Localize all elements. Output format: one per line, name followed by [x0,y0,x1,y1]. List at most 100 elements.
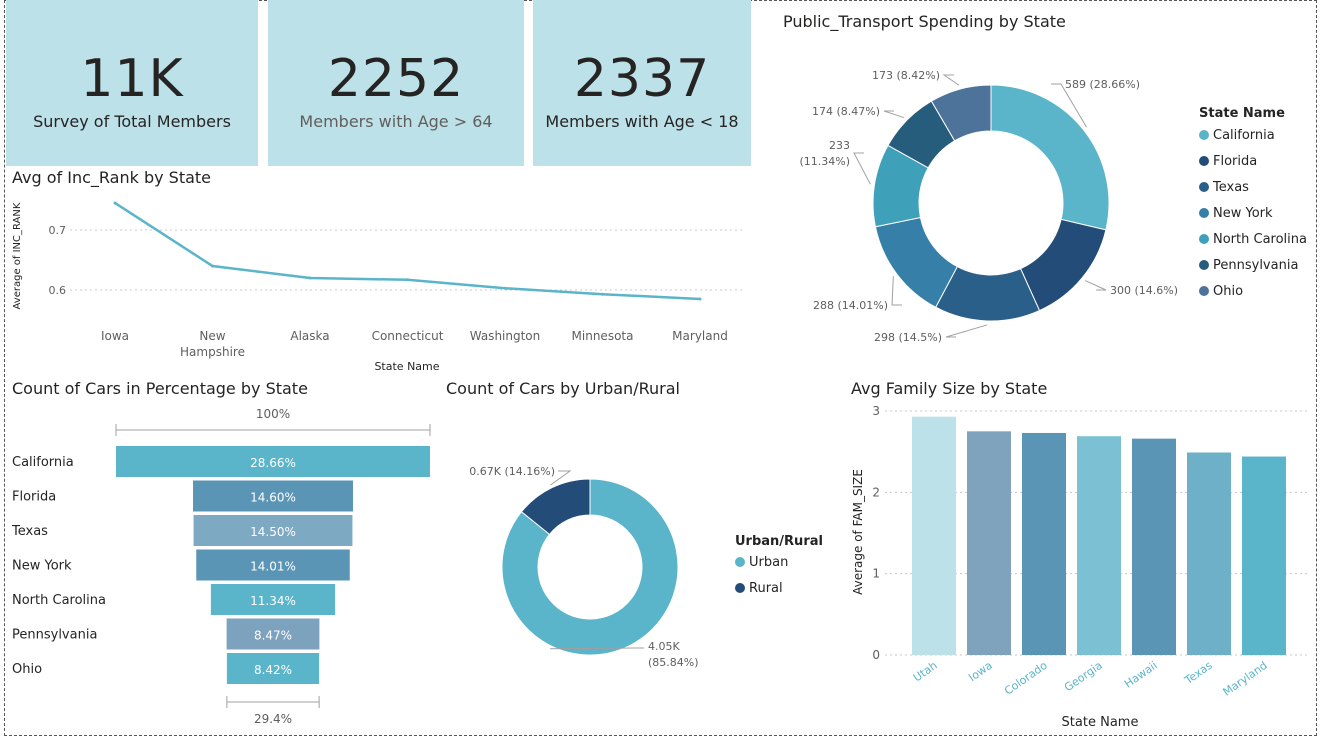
funnel-bar [226,653,320,684]
funnel-category-label: California [12,455,74,470]
inc-rank-line-chart[interactable]: 0.6 0.7 Iowa New Hampshire Alaska Connecticut W… [0,190,760,380]
legend-item[interactable]: New York [1199,206,1273,221]
funnel-bar [193,480,353,512]
funnel-category-label: New York [12,559,72,574]
funnel-category-label: Texas [11,524,48,539]
family-size-bar-chart[interactable]: 0 1 2 3 Utah Iowa Colorado Georgia Hawaii Texas Ma… [840,400,1315,735]
legend-label: Ohio [1213,284,1244,299]
bar [912,416,956,655]
legend-item[interactable]: California [1199,128,1275,143]
x-tick-label: Hawaii [1122,659,1160,691]
x-tick-label: Texas [1182,659,1215,688]
data-point [698,297,702,301]
leader-line [891,276,902,306]
data-point [406,278,409,282]
data-point [601,292,604,296]
legend-item[interactable]: North Carolina [1199,232,1307,247]
bar [1022,432,1066,655]
x-tick-label: Colorado [1002,659,1050,698]
legend-item[interactable]: Florida [1199,154,1257,169]
funnel-data-label: 8.47% [254,629,292,643]
legend-item[interactable]: Ohio [1199,284,1243,299]
kpi-value: 11K [80,49,184,109]
x-tick-label: New [199,329,225,343]
kpi-card-age-under-18[interactable]: 2337 Members with Age < 18 [533,0,751,166]
leader-line [883,110,905,119]
pie-chart-title: Public_Transport Spending by State [783,12,1066,31]
kpi-label: Members with Age < 18 [545,112,739,131]
x-tick-label: Georgia [1062,659,1105,694]
kpi-value: 2337 [573,49,711,109]
legend-marker-icon [735,557,745,567]
kpi-card-total-members[interactable]: 11K Survey of Total Members [6,0,258,166]
legend-label: Texas [1213,180,1249,195]
data-point [113,201,117,205]
x-tick-label: Iowa [101,329,129,343]
y-axis-title: Average of INC_RANK [12,202,23,309]
data-label: 300 (14.6%) [1110,284,1178,297]
legend-item[interactable]: Urban [735,555,788,570]
data-label: 173 (8.42%) [872,69,940,82]
funnel-bar [196,549,350,581]
kpi-label: Survey of Total Members [33,112,231,131]
line-chart-title: Avg of Inc_Rank by State [12,168,212,187]
kpi-value: 2252 [327,49,465,109]
legend-item[interactable]: Rural [735,581,783,596]
legend-marker-icon [1199,286,1209,296]
legend-label: California [1213,128,1275,143]
bar [1132,438,1176,655]
leader-line [550,647,644,650]
legend-marker-icon [1199,130,1209,140]
legend-item[interactable]: Pennsylvania [1199,258,1298,273]
data-label: 4.05K [648,640,680,653]
legend-marker-icon [1199,156,1209,166]
x-tick-label: Alaska [290,329,329,343]
funnel-data-label: 14.01% [250,560,296,574]
y-tick-label: 0.7 [49,224,67,237]
legend-label: North Carolina [1213,232,1307,247]
bar [1077,436,1121,655]
funnel-data-label: 11.34% [250,594,296,608]
data-label: 0.67K (14.16%) [469,465,555,478]
x-tick-label: Hampshire [180,345,245,359]
y-axis-title: Average of FAM_SIZE [851,469,865,595]
x-axis-title: State Name [374,360,439,373]
funnel-category-label: Pennsylvania [12,628,97,643]
data-point [503,286,507,290]
data-point [211,264,214,268]
transport-spending-donut-chart[interactable]: 589 (28.66%) 300 (14.6%) 298 (14.5%) 288 (1… [760,40,1180,360]
legend-marker-icon [1199,182,1209,192]
pie2-legend-title: Urban/Rural [735,534,823,549]
y-tick-label: 0.6 [49,284,67,297]
data-label: 233 [829,139,850,152]
legend-marker-icon [1199,208,1209,218]
x-tick-label: Washington [470,329,541,343]
funnel-category-label: North Carolina [12,593,106,608]
kpi-card-age-over-64[interactable]: 2252 Members with Age > 64 [268,0,524,166]
funnel-bar [226,618,320,650]
funnel-data-label: 8.42% [254,663,292,677]
bar [967,431,1011,655]
funnel-data-label: 14.60% [250,491,296,505]
leader-line [942,74,960,86]
data-label: 288 (14.01%) [813,299,888,312]
x-tick-label: Minnesota [572,329,634,343]
y-tick-label: 1 [872,567,880,581]
y-tick-label: 2 [872,485,880,499]
x-tick-label: Maryland [1220,659,1269,699]
pie1-legend-title: State Name [1199,106,1285,121]
cars-funnel-chart[interactable]: 100% 28.66% California 14.60% Florida 14.50% T… [0,400,440,735]
urban-rural-slice [520,478,591,536]
funnel-category-label: Florida [12,490,56,505]
funnel-chart-title: Count of Cars in Percentage by State [12,379,308,398]
x-axis-title: State Name [1062,715,1139,730]
legend-item[interactable]: Texas [1199,180,1249,195]
funnel-top-label: 100% [256,407,290,421]
kpi-label: Members with Age > 64 [299,112,493,131]
bar [1187,452,1231,655]
funnel-bottom-label: 29.4% [254,712,292,726]
y-tick-label: 3 [872,404,880,418]
urban-rural-donut-chart[interactable]: 4.05K (85.84%) 0.67K (14.16%) [440,400,740,700]
inc-rank-series-line [114,201,701,301]
x-tick-label: Utah [911,659,940,685]
